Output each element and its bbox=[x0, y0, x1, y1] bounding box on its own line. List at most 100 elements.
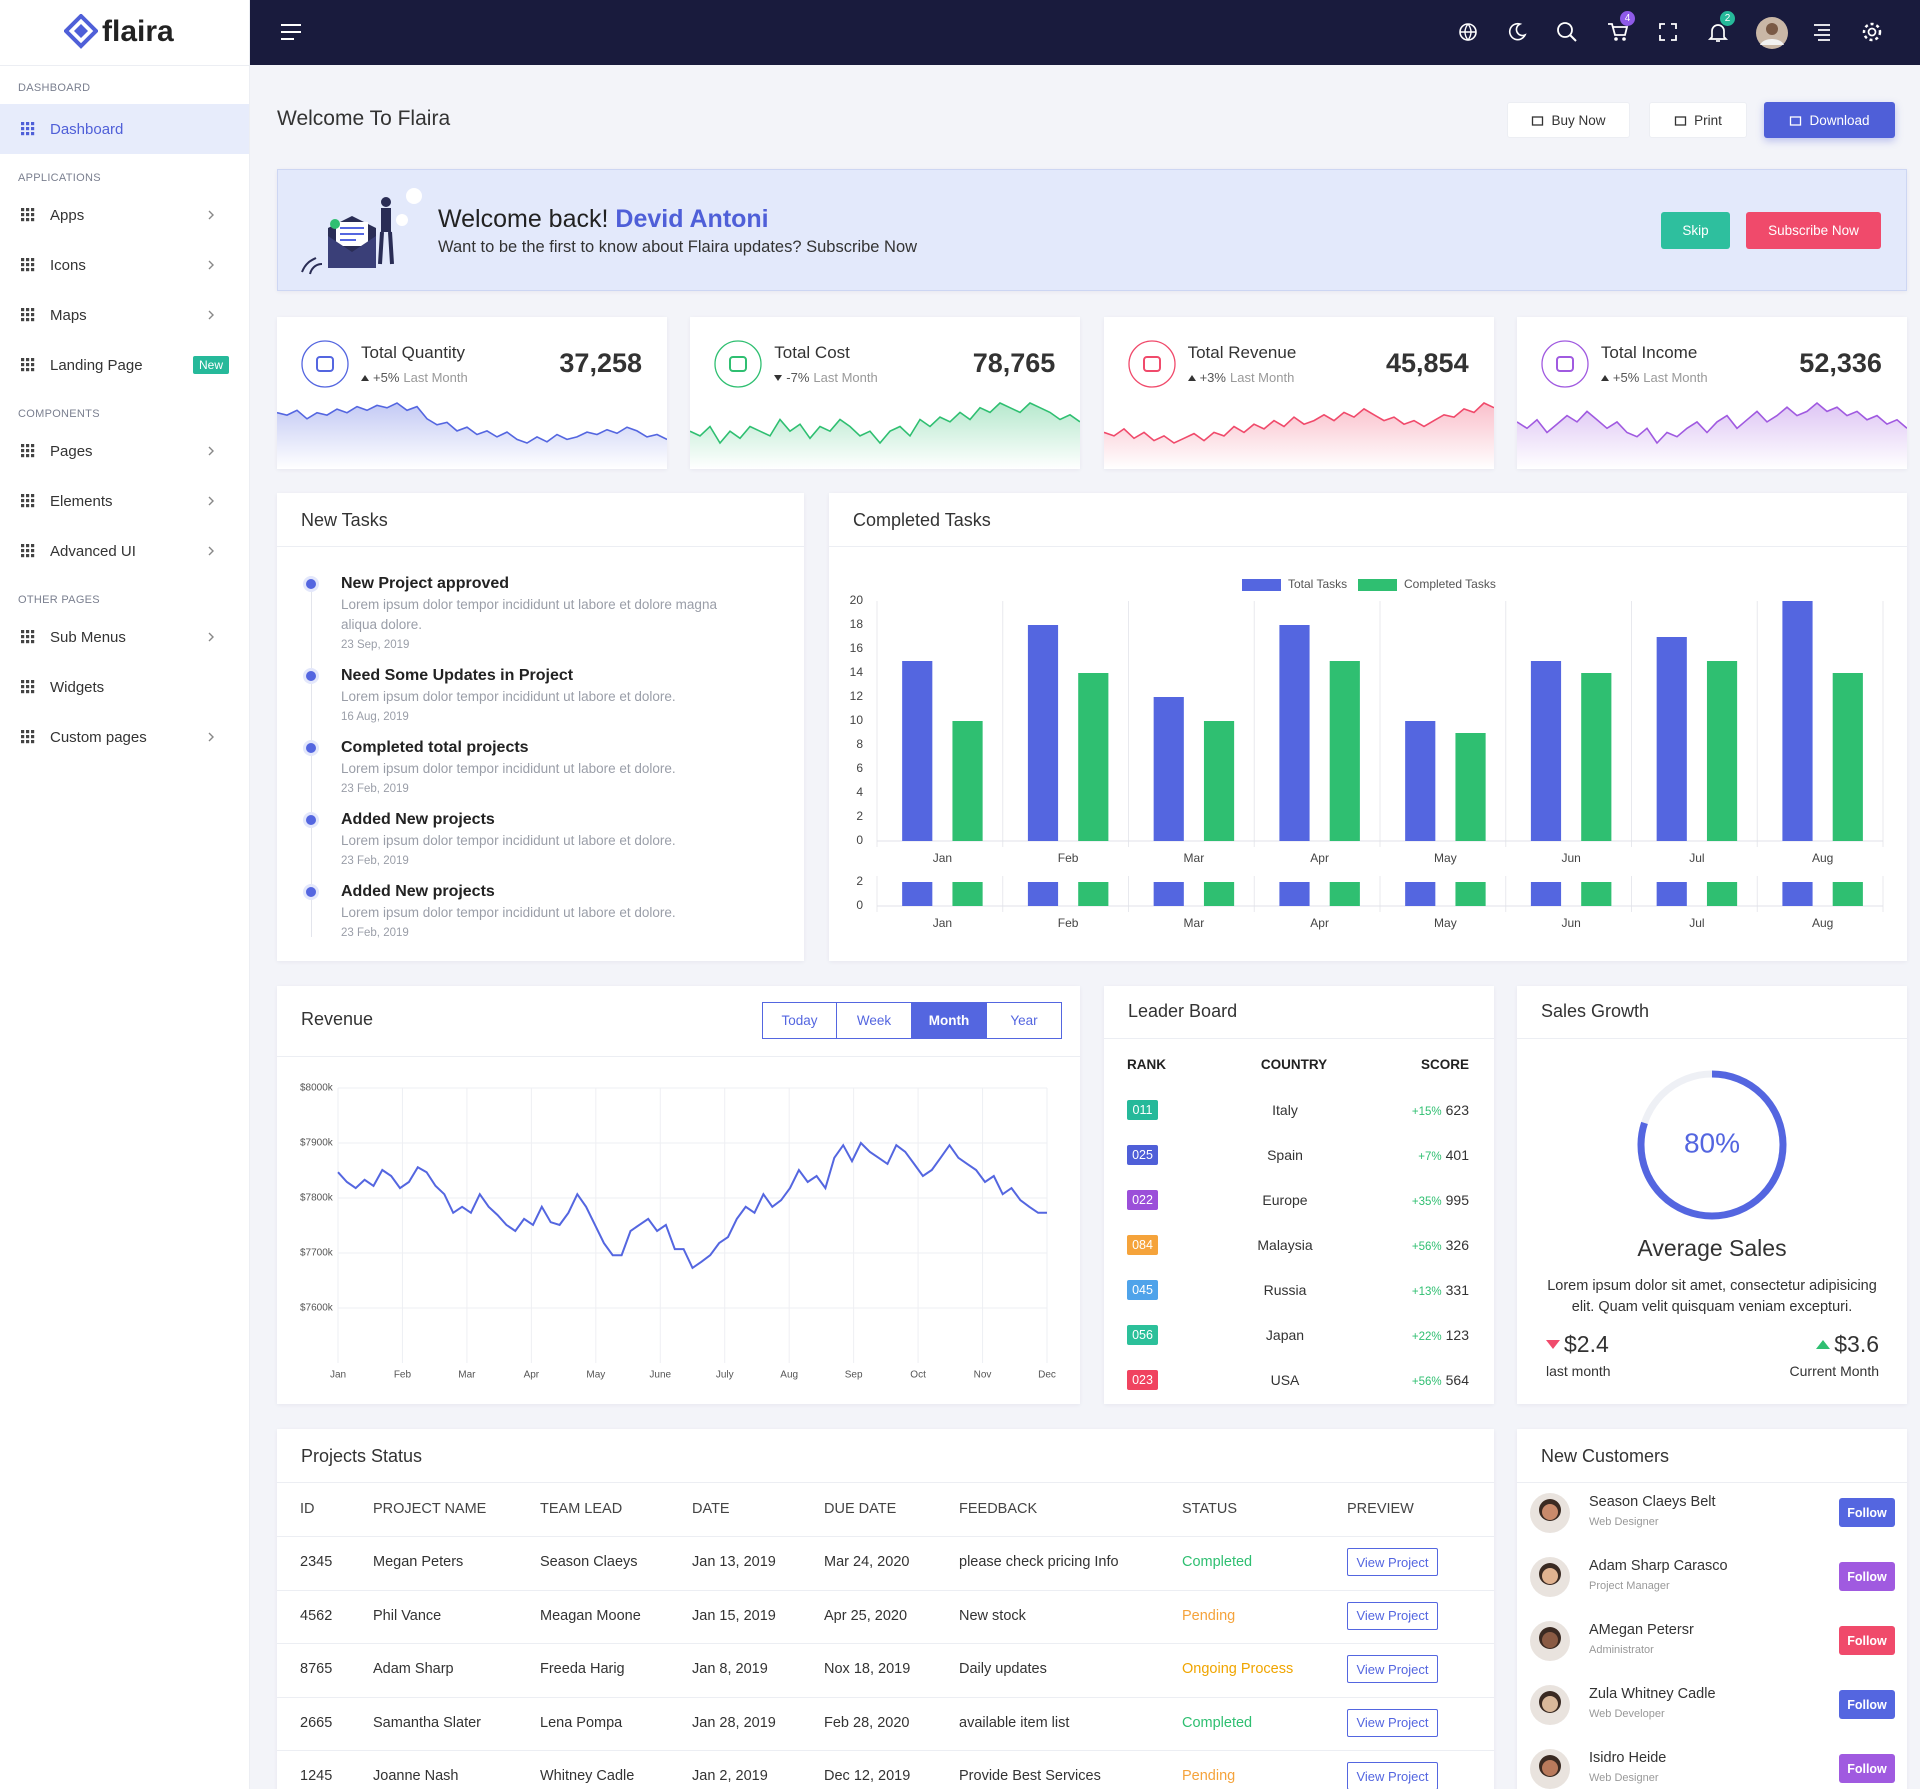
follow-button[interactable]: Follow bbox=[1839, 1690, 1895, 1719]
country: Spain bbox=[1267, 1147, 1303, 1163]
nav-item[interactable]: Maps bbox=[0, 290, 249, 340]
user-avatar[interactable] bbox=[1755, 16, 1789, 50]
filter-button[interactable]: Week bbox=[837, 1002, 912, 1039]
cell: Dec 12, 2019 bbox=[824, 1768, 911, 1785]
stat-card: Total Quantity +5% Last Month 37,258 bbox=[277, 317, 667, 469]
action-button[interactable]: Print bbox=[1649, 102, 1747, 138]
settings-icon[interactable] bbox=[1861, 21, 1883, 43]
cell: Whitney Cadle bbox=[540, 1768, 635, 1785]
language-icon[interactable] bbox=[1457, 21, 1479, 43]
nav-chevron bbox=[208, 210, 214, 220]
icon-dot bbox=[31, 263, 35, 267]
nav-item[interactable]: Dashboard bbox=[0, 104, 249, 154]
filter-button[interactable]: Today bbox=[762, 1002, 837, 1039]
view-project-button[interactable]: View Project bbox=[1347, 1708, 1438, 1737]
y-tick-label: 8 bbox=[856, 737, 863, 751]
search-icon[interactable] bbox=[1556, 21, 1578, 43]
menu-toggle[interactable] bbox=[280, 22, 302, 42]
follow-button[interactable]: Follow bbox=[1839, 1498, 1895, 1527]
fullscreen-icon[interactable] bbox=[1657, 21, 1679, 43]
nav-item[interactable]: Widgets bbox=[0, 662, 249, 712]
radial-caption: Average Sales bbox=[1637, 1235, 1787, 1261]
icon-ring bbox=[1127, 340, 1176, 388]
nav-label: Sub Menus bbox=[50, 628, 126, 646]
y-tick-label: $7700k bbox=[300, 1248, 334, 1259]
stat-change: +3% Last Month bbox=[1187, 369, 1294, 387]
customer-role: Project Manager bbox=[1589, 1580, 1670, 1592]
view-project-button[interactable]: View Project bbox=[1347, 1655, 1438, 1684]
stat-title: Total Cost bbox=[774, 343, 850, 362]
task-list: New Project approved Lorem ipsum dolor te… bbox=[277, 573, 751, 953]
icon-dot bbox=[31, 363, 35, 367]
y-tick-label: 20 bbox=[850, 593, 864, 607]
sparkline bbox=[690, 402, 1081, 469]
right-panel-icon[interactable] bbox=[1811, 21, 1833, 43]
task-title: Need Some Updates in Project bbox=[341, 667, 574, 684]
task-text: Lorem ipsum dolor tempor incididunt ut l… bbox=[341, 833, 676, 848]
task-title: New Project approved bbox=[341, 575, 510, 592]
icon-dot bbox=[26, 127, 30, 131]
timeline-dot bbox=[306, 579, 316, 589]
icon-ring bbox=[714, 340, 762, 388]
task-item: Added New projects Lorem ipsum dolor temp… bbox=[277, 809, 751, 871]
icon-dot bbox=[31, 735, 35, 739]
view-project-button[interactable]: View Project bbox=[1347, 1601, 1438, 1630]
icon-dot bbox=[26, 368, 30, 372]
cell: 2665 bbox=[300, 1714, 333, 1731]
divider bbox=[277, 1482, 1494, 1483]
brush-x-label: Apr bbox=[1310, 916, 1329, 930]
icon-dot bbox=[31, 454, 35, 458]
chevron bbox=[208, 632, 214, 642]
x-tick-label: Sep bbox=[845, 1370, 863, 1381]
action-button[interactable]: Download bbox=[1764, 102, 1895, 138]
cart-icon[interactable] bbox=[1607, 21, 1629, 43]
notification-icon[interactable] bbox=[1707, 21, 1729, 43]
customer-avatar bbox=[1530, 1621, 1570, 1661]
theme-icon[interactable] bbox=[1506, 21, 1528, 43]
completed-tasks-card: Completed Tasks Total Tasks Completed Tas… bbox=[829, 493, 1907, 961]
nav-item[interactable]: Pages bbox=[0, 426, 249, 476]
nav-item[interactable]: Landing Page New bbox=[0, 340, 249, 390]
follow-button[interactable]: Follow bbox=[1839, 1754, 1895, 1783]
bar bbox=[1832, 673, 1863, 841]
trend-arrow bbox=[774, 375, 783, 381]
button-label: Print bbox=[1694, 112, 1722, 128]
view-project-button[interactable]: View Project bbox=[1347, 1548, 1438, 1576]
brush-bar bbox=[902, 882, 933, 906]
icon-dot bbox=[31, 122, 35, 126]
banner-greeting: Welcome back! bbox=[438, 205, 609, 233]
chevron bbox=[208, 496, 214, 506]
follow-button[interactable]: Follow bbox=[1839, 1562, 1895, 1591]
nav-item[interactable]: Custom pages bbox=[0, 712, 249, 762]
nav-item[interactable]: Advanced UI bbox=[0, 526, 249, 576]
nav-item[interactable]: Sub Menus bbox=[0, 612, 249, 662]
nav-item[interactable]: Apps bbox=[0, 190, 249, 240]
cell: Adam Sharp bbox=[373, 1661, 454, 1678]
revenue-card: Revenue Today Week Month Year $7600k $7700k $… bbox=[277, 986, 1080, 1404]
card-title: Projects Status bbox=[301, 1446, 423, 1466]
icon-dot bbox=[26, 635, 30, 639]
nav-item[interactable]: Elements bbox=[0, 476, 249, 526]
follow-button[interactable]: Follow bbox=[1839, 1626, 1895, 1655]
nav-item[interactable]: Icons bbox=[0, 240, 249, 290]
task-title: Added New projects bbox=[341, 883, 495, 900]
subscribe-button[interactable]: Subscribe Now bbox=[1746, 212, 1881, 249]
icon-ring bbox=[301, 340, 349, 388]
x-tick-label: May bbox=[586, 1370, 605, 1381]
filter-button[interactable]: Month bbox=[912, 1002, 987, 1039]
customer-name: Season Claeys Belt bbox=[1589, 1494, 1716, 1510]
skip-button[interactable]: Skip bbox=[1661, 212, 1730, 249]
score: +7% 401 bbox=[1418, 1146, 1469, 1166]
view-project-button[interactable]: View Project bbox=[1347, 1762, 1438, 1789]
bar bbox=[1530, 661, 1562, 841]
customer-role: Web Designer bbox=[1589, 1516, 1659, 1528]
divider bbox=[277, 546, 804, 547]
icon-dot bbox=[21, 680, 25, 684]
action-button[interactable]: Buy Now bbox=[1507, 102, 1630, 138]
y-tick-label: 4 bbox=[856, 785, 863, 799]
icon-dot bbox=[21, 504, 25, 508]
nav-badge: New bbox=[192, 356, 229, 374]
task-item: Completed total projects Lorem ipsum dolo… bbox=[277, 737, 751, 799]
sidebar-nav: DASHBOARD Dashboard APPLICATIONS Apps Icons M… bbox=[0, 66, 249, 762]
filter-button[interactable]: Year bbox=[987, 1002, 1062, 1039]
